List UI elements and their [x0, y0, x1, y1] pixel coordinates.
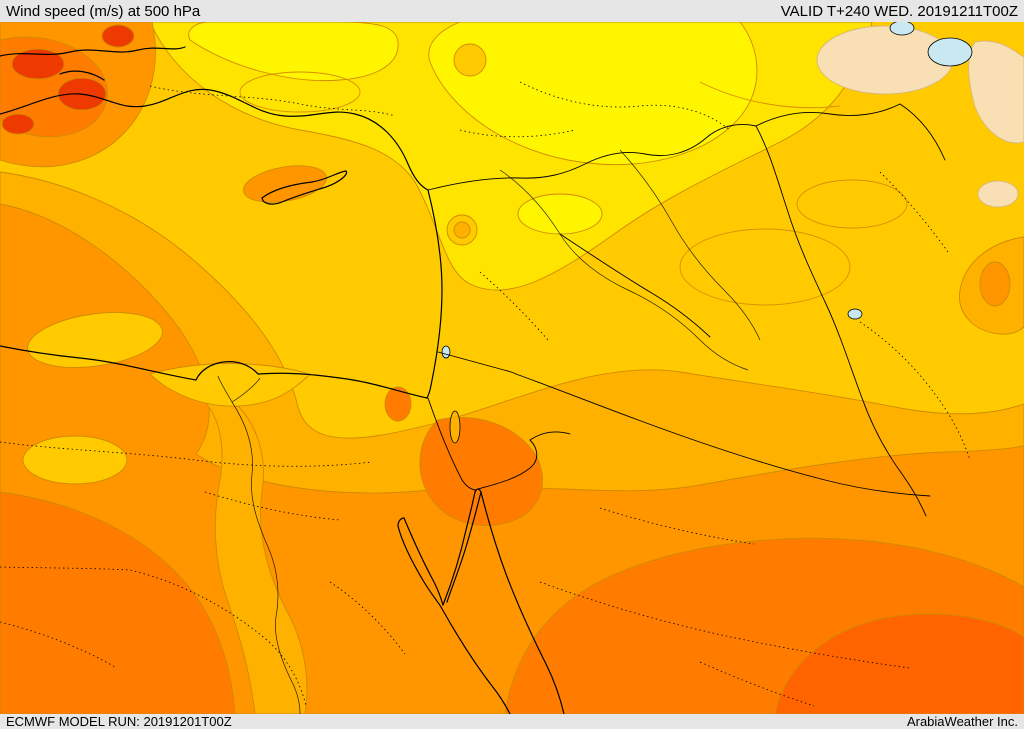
contour-region-bright-yellow — [517, 193, 603, 235]
border-turkey-syria-iraq — [427, 124, 757, 191]
contour-island-golden — [453, 43, 487, 77]
contour-region-deep-orange — [0, 491, 236, 714]
river-euphrates — [499, 169, 749, 371]
coastline-sinai-west — [403, 517, 444, 606]
contour-region-deep-orange — [419, 417, 543, 526]
border-egypt-israel — [427, 397, 476, 491]
coastline-levant — [426, 189, 443, 399]
border-iraq-saudi — [515, 373, 931, 497]
coastline-black-sea — [0, 46, 186, 57]
coastline-egypt-delta — [0, 345, 428, 399]
contour-region-bright-yellow — [428, 22, 758, 165]
map-footer: ECMWF MODEL RUN: 20191201T00Z ArabiaWeat… — [0, 714, 1024, 729]
model-run-label: ECMWF MODEL RUN: 20191201T00Z — [6, 714, 232, 729]
coastline-aqaba-east — [446, 491, 482, 603]
valid-time-label: VALID T+240 WED. 20191211T00Z — [780, 2, 1018, 20]
river-nile-delta-branch — [217, 375, 233, 403]
contour-region-orange — [979, 261, 1011, 307]
lake-shape — [889, 22, 915, 36]
contour-island-golden — [22, 435, 128, 485]
map-title: Wind speed (m/s) at 500 hPa — [6, 2, 201, 20]
coastline-gulf-of-suez-west — [397, 525, 511, 714]
lake-dead-sea — [449, 410, 461, 444]
coastline-red-sea-east — [480, 491, 565, 714]
admin-boundary — [0, 566, 307, 707]
contour-island-amber — [453, 221, 471, 239]
border-syria-iraq — [559, 233, 711, 338]
admin-boundary — [519, 81, 731, 131]
coastline-cyprus — [261, 170, 348, 205]
coastline-suez-head — [397, 517, 405, 527]
contour-region-amber — [204, 393, 308, 714]
wind-map-svg — [0, 22, 1024, 714]
map-canvas — [0, 22, 1024, 714]
coastline-turkey-south — [0, 88, 429, 191]
lake-shape — [847, 308, 863, 320]
contour-line — [679, 228, 851, 306]
lake-shape — [927, 37, 973, 67]
contour-region-red-orange — [1, 113, 35, 135]
contour-region-red-orange — [11, 48, 65, 80]
contour-line — [699, 81, 841, 109]
admin-boundary — [599, 507, 755, 545]
admin-boundary — [459, 129, 576, 138]
admin-boundary — [0, 621, 116, 668]
admin-boundary — [699, 661, 815, 707]
lake-galilee — [441, 345, 451, 359]
border-caucasus — [899, 103, 946, 161]
admin-boundary — [539, 581, 911, 669]
coastline-marmara — [59, 70, 105, 81]
contour-region-cream — [977, 180, 1019, 208]
contour-region-red-orange — [101, 24, 135, 48]
border-jordan-syria — [437, 351, 517, 375]
border-iran-iraq — [755, 125, 927, 517]
admin-boundary — [859, 321, 971, 461]
river-nile-delta-branch — [231, 377, 261, 403]
map-header: Wind speed (m/s) at 500 hPa VALID T+240 … — [0, 0, 1024, 22]
contour-region-deep-orange — [384, 386, 412, 422]
coastline-sinai-east — [442, 491, 476, 606]
brand-label: ArabiaWeather Inc. — [906, 714, 1018, 729]
admin-boundary — [0, 441, 373, 467]
border-jordan-saudi — [474, 431, 571, 491]
contour-island-golden — [27, 312, 163, 368]
contour-line — [796, 179, 908, 229]
admin-boundary — [479, 271, 549, 341]
contour-region-cream — [968, 40, 1024, 144]
contour-line — [239, 71, 361, 113]
river-tigris — [619, 149, 761, 341]
contour-region-core-orange — [774, 613, 1024, 714]
admin-boundary — [149, 85, 396, 117]
contour-region-bright-yellow — [188, 22, 399, 82]
border-turkey-iran — [755, 103, 901, 127]
